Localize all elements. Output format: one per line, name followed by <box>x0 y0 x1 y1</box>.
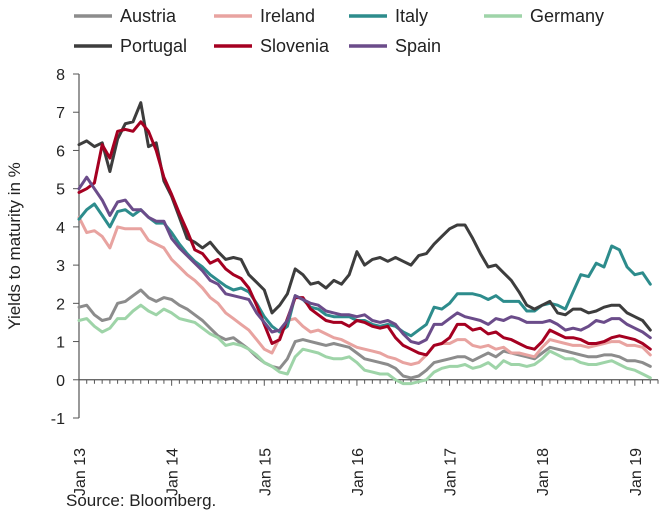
axes: -1 0 1 2 3 4 5 6 7 8 Jan 13 Jan 14 Jan 15 Jan 16 Jan 1… <box>51 67 659 496</box>
series-line-italy <box>77 202 652 338</box>
legend-item-portugal: Portugal <box>74 36 187 56</box>
legend-item-austria: Austria <box>74 6 177 26</box>
y-tick-label: 5 <box>56 182 65 199</box>
y-tick-label: 6 <box>56 143 65 160</box>
x-tick-label: Jan 15 <box>257 448 274 496</box>
y-tick-label: 2 <box>56 296 65 313</box>
series-line-portugal <box>77 101 652 332</box>
legend-item-slovenia: Slovenia <box>214 36 330 56</box>
legend-label: Ireland <box>260 6 315 26</box>
series-line-germany <box>77 303 652 386</box>
legend-item-ireland: Ireland <box>214 6 315 26</box>
y-axis-label: Yields to maturity in % <box>5 162 24 330</box>
series-line-ireland <box>77 215 652 366</box>
x-tick-label: Jan 16 <box>350 448 367 496</box>
legend-item-germany: Germany <box>484 6 604 26</box>
y-tick-label: 7 <box>56 105 65 122</box>
x-tick-label: Jan 14 <box>165 448 182 496</box>
y-tick-label: -1 <box>51 411 65 428</box>
legend-label: Italy <box>395 6 428 26</box>
series-lines <box>77 101 652 386</box>
series-line-slovenia <box>77 120 652 357</box>
y-tick-label: 4 <box>56 220 65 237</box>
source-note: Source: Bloomberg. <box>66 491 217 510</box>
legend-label: Germany <box>530 6 604 26</box>
series-line-spain <box>77 175 652 345</box>
legend: Austria Ireland Italy Germany Portugal Sloven… <box>74 6 604 56</box>
x-tick-label: Jan 18 <box>535 448 552 496</box>
y-tick-label: 8 <box>56 67 65 84</box>
y-tick-label: 1 <box>56 335 65 352</box>
x-tick-label: Jan 19 <box>628 448 645 496</box>
y-tick-label: 3 <box>56 258 65 275</box>
legend-label: Portugal <box>120 36 187 56</box>
legend-label: Austria <box>120 6 177 26</box>
legend-item-spain: Spain <box>349 36 441 56</box>
x-tick-label: Jan 17 <box>443 448 460 496</box>
legend-label: Spain <box>395 36 441 56</box>
series-line-austria <box>77 288 652 380</box>
legend-item-italy: Italy <box>349 6 428 26</box>
x-tick-label: Jan 13 <box>72 448 89 496</box>
y-tick-label: 0 <box>56 373 65 390</box>
legend-label: Slovenia <box>260 36 330 56</box>
